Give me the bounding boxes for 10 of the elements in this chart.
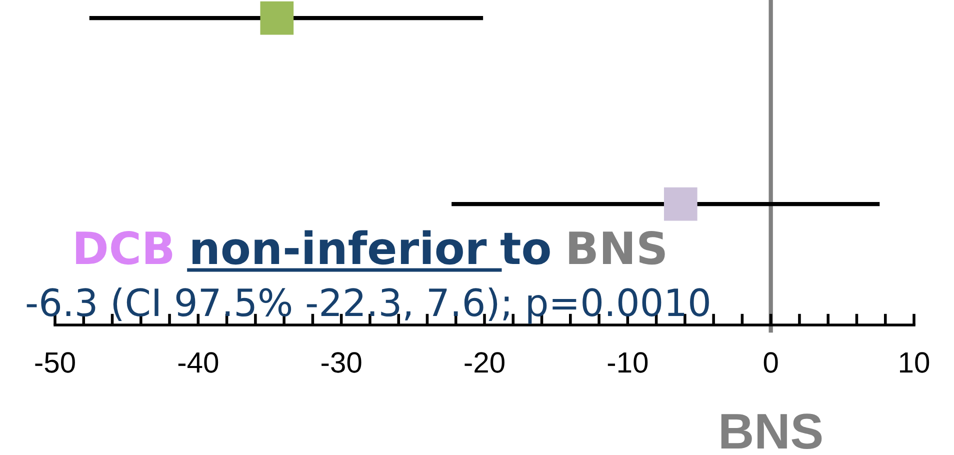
annotation: -6.3 (CI 97.5% -22.3, 7.6); p=0.0010 [26, 288, 709, 324]
annotation: DCB non-inferior to BNS [76, 230, 665, 265]
x-tick-label: -40 [178, 352, 218, 373]
x-tick-label: 0 [764, 352, 778, 373]
x-tick-label: 10 [900, 352, 930, 373]
x-tick-label: -20 [464, 352, 504, 373]
ref-line-label: BNS [721, 414, 822, 449]
x-tick-label: -50 [35, 352, 75, 373]
x-tick-label: -10 [608, 352, 648, 373]
x-tick-label: -30 [322, 352, 362, 373]
